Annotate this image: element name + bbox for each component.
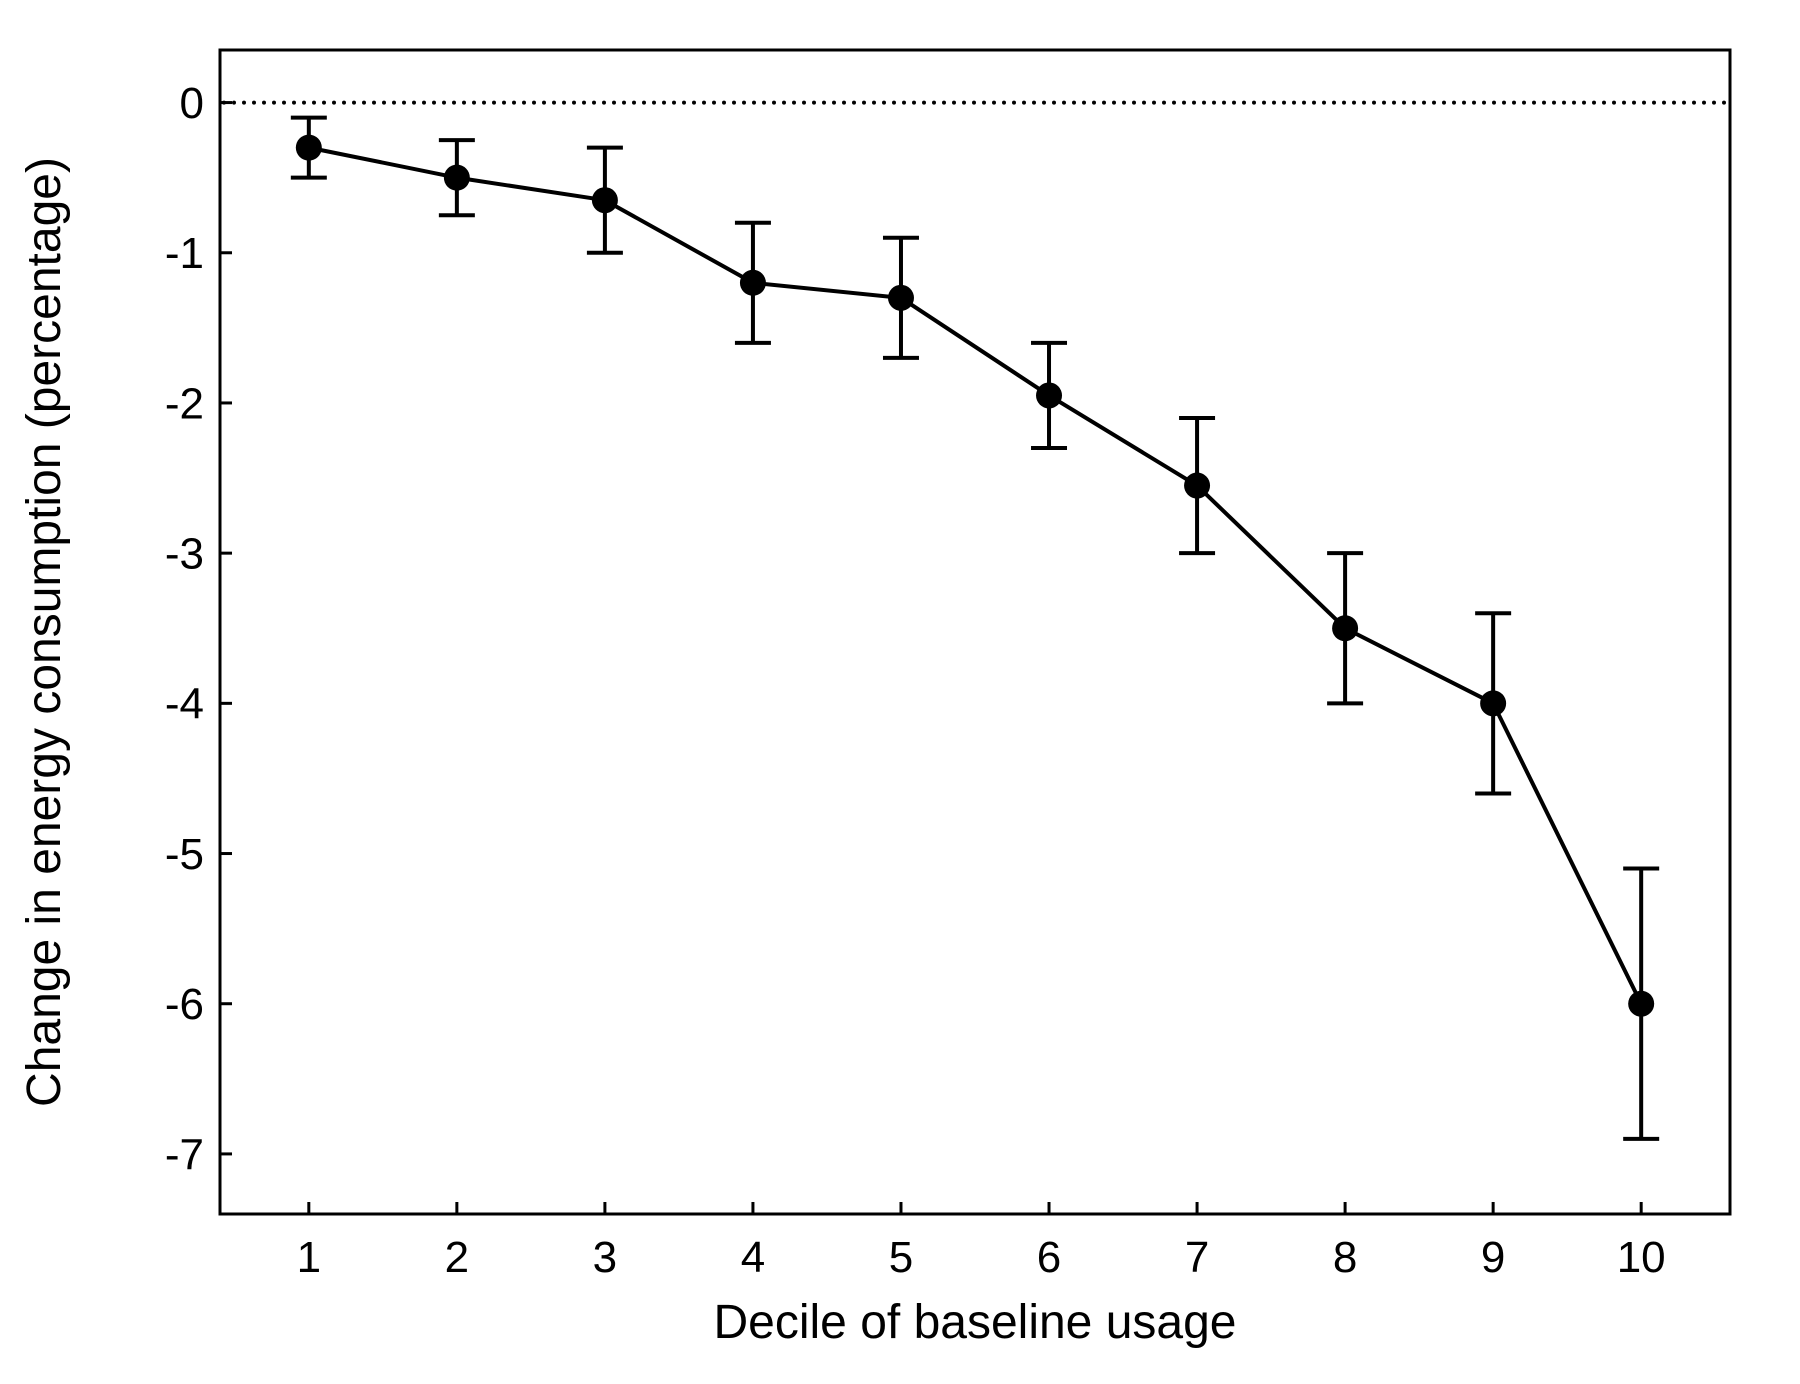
x-tick-label: 9 [1481, 1233, 1505, 1282]
x-tick-label: 6 [1037, 1233, 1061, 1282]
data-point [296, 135, 322, 161]
x-tick-label: 2 [445, 1233, 469, 1282]
x-tick-label: 10 [1617, 1233, 1666, 1282]
x-tick-label: 5 [889, 1233, 913, 1282]
x-tick-label: 7 [1185, 1233, 1209, 1282]
energy-chart: 1 2 3 4 5 6 7 8 9 10 Decile of baseline usage 0 -1 -2… [0, 0, 1800, 1384]
y-tick-label: -6 [165, 980, 204, 1029]
y-tick-label: -2 [165, 379, 204, 428]
y-tick-label: -7 [165, 1130, 204, 1179]
y-tick-label: 0 [180, 79, 204, 128]
x-axis-label: Decile of baseline usage [713, 1296, 1236, 1349]
x-tick-label: 3 [593, 1233, 617, 1282]
y-tick-label: -5 [165, 830, 204, 879]
y-tick-label: -1 [165, 229, 204, 278]
x-tick-label: 4 [741, 1233, 765, 1282]
y-tick-label: -4 [165, 680, 204, 729]
chart-bg [0, 0, 1800, 1384]
y-tick-label: -3 [165, 530, 204, 579]
x-tick-label: 1 [297, 1233, 321, 1282]
data-point [1628, 991, 1654, 1017]
x-tick-label: 8 [1333, 1233, 1357, 1282]
data-point [888, 285, 914, 311]
data-point [1480, 690, 1506, 716]
data-point [592, 187, 618, 213]
data-point [1184, 473, 1210, 499]
data-point [1036, 382, 1062, 408]
chart-container: 1 2 3 4 5 6 7 8 9 10 Decile of baseline usage 0 -1 -2… [0, 0, 1800, 1384]
data-point [1332, 615, 1358, 641]
y-axis-label: Change in energy consumption (percentage… [18, 157, 71, 1107]
data-point [444, 165, 470, 191]
data-point [740, 270, 766, 296]
